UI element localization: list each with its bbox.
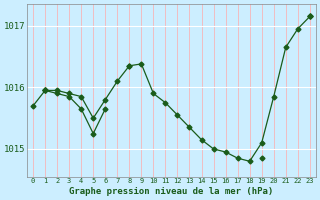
X-axis label: Graphe pression niveau de la mer (hPa): Graphe pression niveau de la mer (hPa) [69, 187, 274, 196]
